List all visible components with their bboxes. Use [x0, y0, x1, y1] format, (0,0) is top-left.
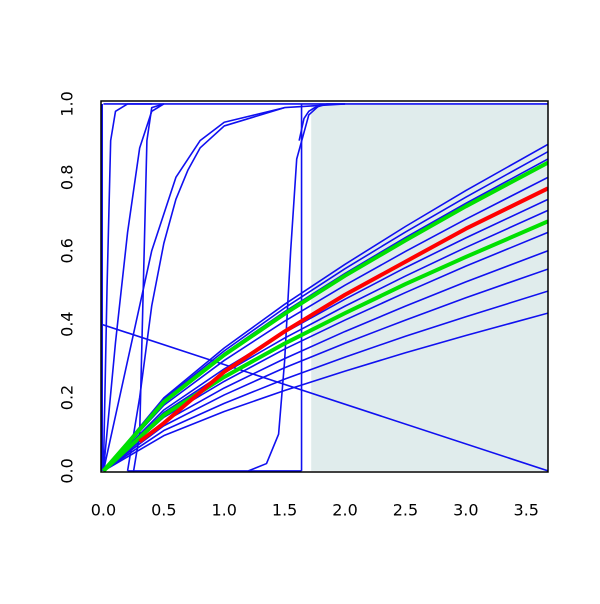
y-tick-label: 0.2 — [58, 385, 77, 410]
curve — [298, 103, 346, 141]
curve — [102, 103, 152, 471]
curve — [138, 186, 548, 444]
curve — [102, 143, 548, 472]
curve — [103, 312, 548, 472]
plot-frame — [100, 100, 549, 473]
curve — [102, 290, 548, 472]
x-tick-label: 0.5 — [151, 501, 176, 520]
y-tick-label: 1.0 — [58, 91, 77, 116]
curve — [102, 103, 165, 471]
curve — [102, 176, 548, 472]
curve — [102, 209, 548, 472]
curve — [101, 323, 548, 472]
y-tick-label: 0.4 — [58, 311, 77, 336]
x-tick-label: 1.5 — [272, 501, 297, 520]
y-tick-label: 0.8 — [58, 165, 77, 190]
x-tick-label: 3.0 — [453, 501, 478, 520]
x-tick-label: 0.0 — [91, 501, 116, 520]
x-tick-label: 2.5 — [393, 501, 418, 520]
curve — [126, 106, 285, 472]
curve — [102, 268, 548, 472]
x-tick-label: 3.5 — [514, 501, 539, 520]
curve — [102, 198, 548, 472]
shaded-region — [311, 103, 548, 471]
curve — [102, 150, 548, 472]
plot-area — [101, 103, 548, 472]
x-tick-label: 1.0 — [212, 501, 237, 520]
y-tick-label: 0.6 — [58, 238, 77, 263]
curve — [102, 231, 548, 472]
curve — [102, 219, 548, 472]
curve — [101, 160, 548, 472]
y-tick-label: 0.0 — [58, 458, 77, 483]
x-tick-label: 2.0 — [332, 501, 357, 520]
